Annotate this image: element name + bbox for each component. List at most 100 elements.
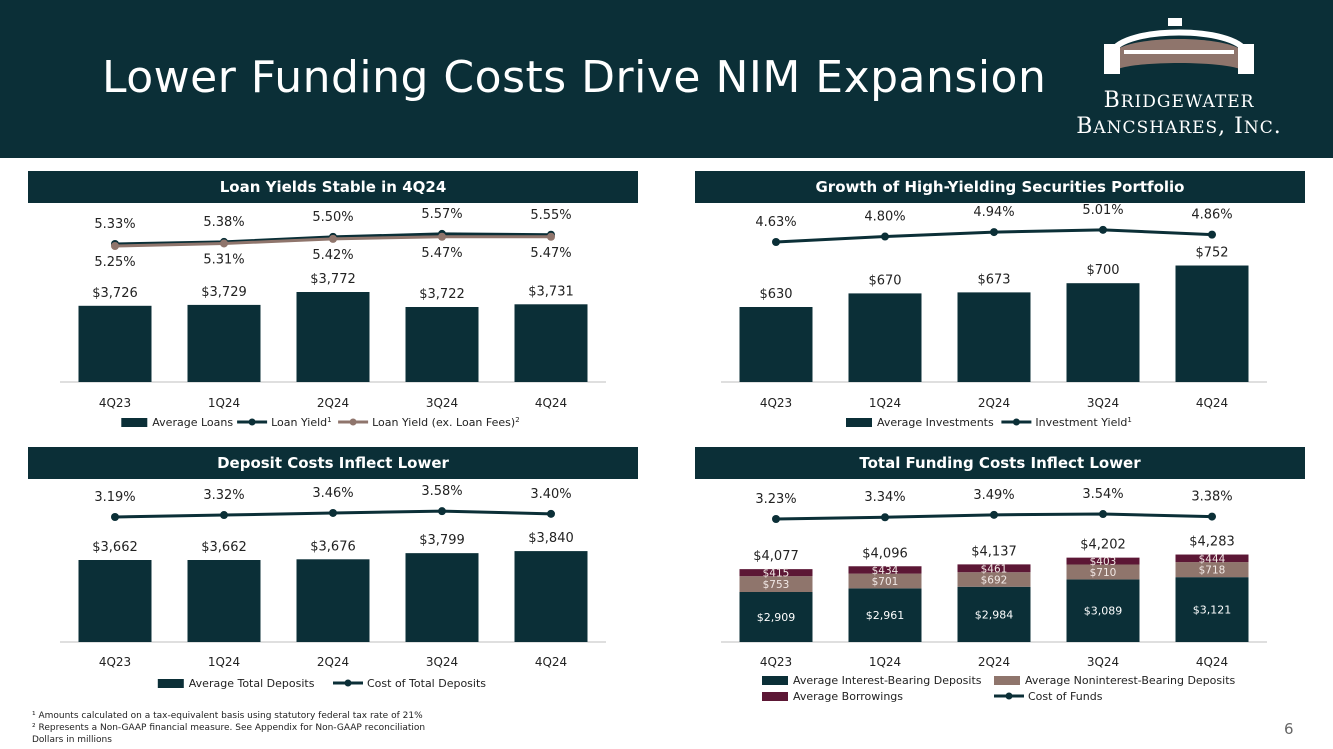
x-tick-label: 4Q23 (99, 396, 131, 410)
series-point (111, 513, 119, 521)
legend-swatch (121, 418, 148, 427)
line-value-label: 5.55% (530, 208, 571, 223)
stack-total-label: $4,077 (753, 549, 799, 564)
stacked-bar-segment (1175, 562, 1249, 578)
series-point (220, 239, 228, 248)
x-tick-label: 4Q23 (760, 655, 792, 669)
legend-label: Average Loans (152, 416, 233, 429)
x-tick-label: 1Q24 (869, 396, 901, 410)
bar-value-label: $3,726 (92, 286, 138, 301)
segment-value-label: $2,961 (866, 609, 905, 622)
line-value-label: 3.40% (530, 487, 571, 502)
series-point (772, 515, 780, 523)
bar-value-label: $3,676 (310, 539, 356, 554)
panel-title-securities: Growth of High-Yielding Securities Portf… (695, 171, 1305, 203)
footnote-2: ² Represents a Non-GAAP financial measur… (32, 723, 426, 733)
segment-value-label: $718 (1199, 565, 1226, 577)
x-tick-label: 4Q23 (760, 396, 792, 410)
line-value-label: 4.94% (973, 205, 1014, 220)
panel-title-funding-costs: Total Funding Costs Inflect Lower (695, 447, 1305, 479)
bar (78, 560, 152, 642)
series-point (438, 232, 446, 241)
line-value-label: 4.80% (864, 210, 905, 225)
bar-value-label: $3,662 (201, 540, 247, 555)
x-tick-label: 1Q24 (208, 396, 240, 410)
legend-marker (349, 418, 357, 426)
line-value-label: 3.54% (1082, 487, 1123, 502)
logo-text-line2: BANCSHARES, INC. (1076, 114, 1282, 139)
bar (405, 307, 479, 382)
series-point (220, 511, 228, 520)
line-value-label: 3.49% (973, 488, 1014, 503)
stacked-bar-segment (1175, 577, 1249, 642)
x-tick-label: 1Q24 (208, 655, 240, 669)
series-point (438, 507, 446, 516)
x-tick-label: 3Q24 (426, 396, 458, 410)
series-point (772, 238, 780, 246)
segment-value-label: $710 (1090, 567, 1117, 579)
legend-marker (248, 418, 256, 426)
stacked-bar-segment (739, 576, 813, 592)
legend-label: Average Total Deposits (189, 677, 315, 690)
series-point (990, 510, 998, 519)
legend-label: Average Noninterest-Bearing Deposits (1025, 674, 1236, 687)
line-value-label: 4.86% (1191, 208, 1232, 223)
bridge-logo-icon (1104, 18, 1254, 74)
x-tick-label: 2Q24 (978, 655, 1010, 669)
stacked-bar-segment (848, 566, 922, 574)
segment-value-label: $692 (981, 574, 1008, 586)
line-value-label: 5.57% (421, 207, 462, 222)
series-point (547, 509, 555, 518)
legend-swatch (846, 418, 872, 427)
series-point (1208, 230, 1216, 239)
bar-value-label: $3,729 (201, 285, 247, 300)
series-point (111, 242, 119, 250)
line-value-label: 5.47% (530, 246, 571, 261)
page-title: Lower Funding Costs Drive NIM Expansion (102, 52, 1047, 103)
segment-value-label: $701 (872, 576, 899, 588)
stacked-bar-segment (957, 572, 1031, 587)
x-tick-label: 2Q24 (317, 655, 349, 669)
series-point (329, 234, 337, 243)
x-tick-label: 4Q24 (535, 655, 567, 669)
bar (514, 304, 588, 382)
bar (848, 293, 922, 382)
legend-label: Average Borrowings (793, 690, 903, 703)
stacked-bar-segment (739, 569, 813, 577)
stacked-bar-segment (848, 573, 922, 589)
footnotes: ¹ Amounts calculated on a tax-equivalent… (32, 710, 425, 746)
x-tick-label: 1Q24 (869, 655, 901, 669)
bar-value-label: $3,799 (419, 533, 465, 548)
x-tick-label: 4Q24 (1196, 655, 1228, 669)
legend-marker (344, 679, 352, 687)
legend-label: Average Investments (877, 416, 994, 429)
legend-swatch (994, 676, 1020, 685)
line-value-label: 5.38% (203, 215, 244, 230)
line-value-label: 3.19% (94, 490, 135, 505)
segment-value-label: $434 (872, 565, 899, 577)
series-point (547, 232, 555, 241)
legend-label: Average Interest-Bearing Deposits (793, 674, 982, 687)
x-tick-label: 3Q24 (1087, 655, 1119, 669)
legend-swatch (762, 676, 788, 685)
header-banner: Lower Funding Costs Drive NIM Expansion … (0, 0, 1333, 158)
bar (187, 560, 261, 642)
stacked-bar-segment (1066, 564, 1140, 580)
bar-value-label: $3,772 (310, 272, 356, 287)
line-value-label: 5.42% (312, 248, 353, 263)
stack-total-label: $4,283 (1189, 535, 1235, 550)
panel-title-deposit-costs: Deposit Costs Inflect Lower (28, 447, 638, 479)
bar-value-label: $673 (977, 272, 1010, 287)
bar (296, 292, 370, 382)
bar (296, 559, 370, 642)
bar (78, 305, 152, 382)
bar (957, 292, 1031, 382)
bar-value-label: $3,731 (528, 284, 574, 299)
legend-marker (1012, 418, 1020, 426)
bar-value-label: $3,722 (419, 287, 465, 302)
logo-text-line1: BRIDGEWATER (1103, 88, 1255, 113)
line-value-label: 3.32% (203, 488, 244, 503)
page-number: 6 (1284, 720, 1294, 738)
legend-swatch (157, 679, 184, 688)
line-value-label: 4.63% (755, 215, 796, 230)
